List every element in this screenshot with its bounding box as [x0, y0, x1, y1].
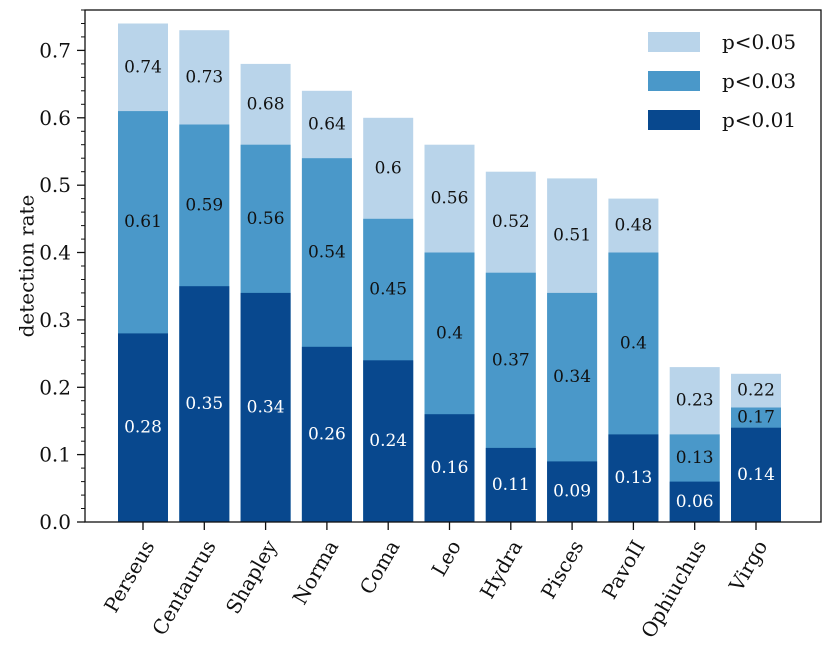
value-label-p005-perseus: 0.74 [124, 57, 162, 77]
value-label-p001-shapley: 0.34 [247, 398, 285, 418]
value-label-p005-virgo: 0.22 [737, 381, 775, 401]
value-label-p001-norma: 0.26 [308, 424, 346, 444]
x-tick-label-leo: Leo [427, 536, 466, 580]
legend-swatch-p003 [648, 71, 700, 91]
value-label-p001-leo: 0.16 [431, 458, 469, 478]
x-tick-label-coma: Coma [355, 536, 405, 598]
legend-swatch-p001 [648, 110, 700, 130]
bar-p001-hydra [485, 447, 536, 522]
value-label-p003-virgo: 0.17 [737, 408, 775, 428]
value-label-p003-norma: 0.54 [308, 243, 346, 263]
x-tick-label-hydra: Hydra [475, 536, 527, 603]
y-tick-label: 0.6 [39, 106, 71, 130]
value-label-p003-hydra: 0.37 [492, 350, 530, 370]
bar-p001-shapley [240, 292, 291, 522]
legend-label-p003: p<0.03 [722, 69, 796, 93]
value-label-p005-norma: 0.64 [308, 115, 346, 135]
x-tick-label-perseus: Perseus [99, 536, 159, 617]
value-label-p005-coma: 0.6 [375, 158, 402, 178]
bar-p001-centaurus [179, 286, 230, 522]
bar-p001-perseus [118, 333, 168, 522]
value-label-p001-coma: 0.24 [369, 431, 407, 451]
value-label-p005-pavoii: 0.48 [614, 216, 652, 236]
value-label-p005-shapley: 0.68 [247, 94, 285, 114]
bar-p001-virgo [731, 427, 781, 522]
bar-p001-coma [363, 360, 414, 522]
y-tick-label: 0.4 [39, 241, 71, 265]
y-axis-title: detection rate [15, 195, 39, 338]
y-tick-label: 0.3 [39, 308, 71, 332]
value-label-p005-ophiuchus: 0.23 [676, 391, 714, 411]
value-label-p003-centaurus: 0.59 [185, 195, 223, 215]
x-tick-label-shapley: Shapley [221, 535, 283, 618]
value-label-p003-pisces: 0.34 [553, 367, 591, 387]
value-label-p001-perseus: 0.28 [124, 418, 162, 438]
y-tick-label: 0.1 [39, 443, 71, 467]
value-label-p005-centaurus: 0.73 [185, 67, 223, 87]
y-tick-label: 0.0 [39, 510, 71, 534]
legend-label-p005: p<0.05 [722, 30, 796, 54]
value-label-p003-coma: 0.45 [369, 280, 407, 300]
x-tick-label-virgo: Virgo [724, 536, 773, 596]
x-tick-label-centaurus: Centaurus [147, 536, 221, 639]
y-tick-label: 0.2 [39, 375, 71, 399]
value-label-p003-perseus: 0.61 [124, 212, 162, 232]
y-axis: 0.0 0.1 0.2 0.3 0.4 0.5 0.6 0.7 [39, 9, 85, 534]
bar-p001-pavoii [608, 434, 659, 522]
value-label-p001-hydra: 0.11 [492, 475, 530, 495]
value-label-p005-hydra: 0.52 [492, 212, 530, 232]
legend: p<0.05 p<0.03 p<0.01 [648, 30, 796, 132]
value-label-p001-centaurus: 0.35 [185, 394, 223, 414]
x-tick-label-pisces: Pisces [536, 536, 588, 603]
legend-swatch-p005 [648, 32, 700, 52]
value-label-p001-virgo: 0.14 [737, 465, 775, 485]
value-label-p003-shapley: 0.56 [247, 209, 285, 229]
x-tick-label-norma: Norma [288, 536, 344, 609]
bar-p001-leo [424, 414, 475, 522]
value-label-p003-ophiuchus: 0.13 [676, 448, 714, 468]
legend-label-p001: p<0.01 [722, 108, 796, 132]
y-tick-label: 0.7 [39, 38, 71, 62]
y-tick-label: 0.5 [39, 173, 71, 197]
value-label-p003-pavoii: 0.4 [620, 334, 647, 354]
value-label-p005-pisces: 0.51 [553, 226, 591, 246]
bar-p001-norma [301, 346, 352, 522]
value-label-p003-leo: 0.4 [436, 323, 463, 343]
value-label-p001-pisces: 0.09 [553, 482, 591, 502]
bar-p001-ophiuchus [669, 481, 720, 522]
bars-layer [118, 23, 781, 523]
x-tick-label-pavoii: PavoII [597, 536, 650, 603]
bar-p001-pisces [547, 461, 598, 522]
value-label-p001-pavoii: 0.13 [614, 468, 652, 488]
value-label-p005-leo: 0.56 [431, 189, 469, 209]
value-label-p001-ophiuchus: 0.06 [676, 492, 714, 512]
bar-value-labels: 0.74 0.73 0.68 0.64 0.6 0.56 0.52 0.51 0.48 0.23 0… [124, 57, 775, 512]
